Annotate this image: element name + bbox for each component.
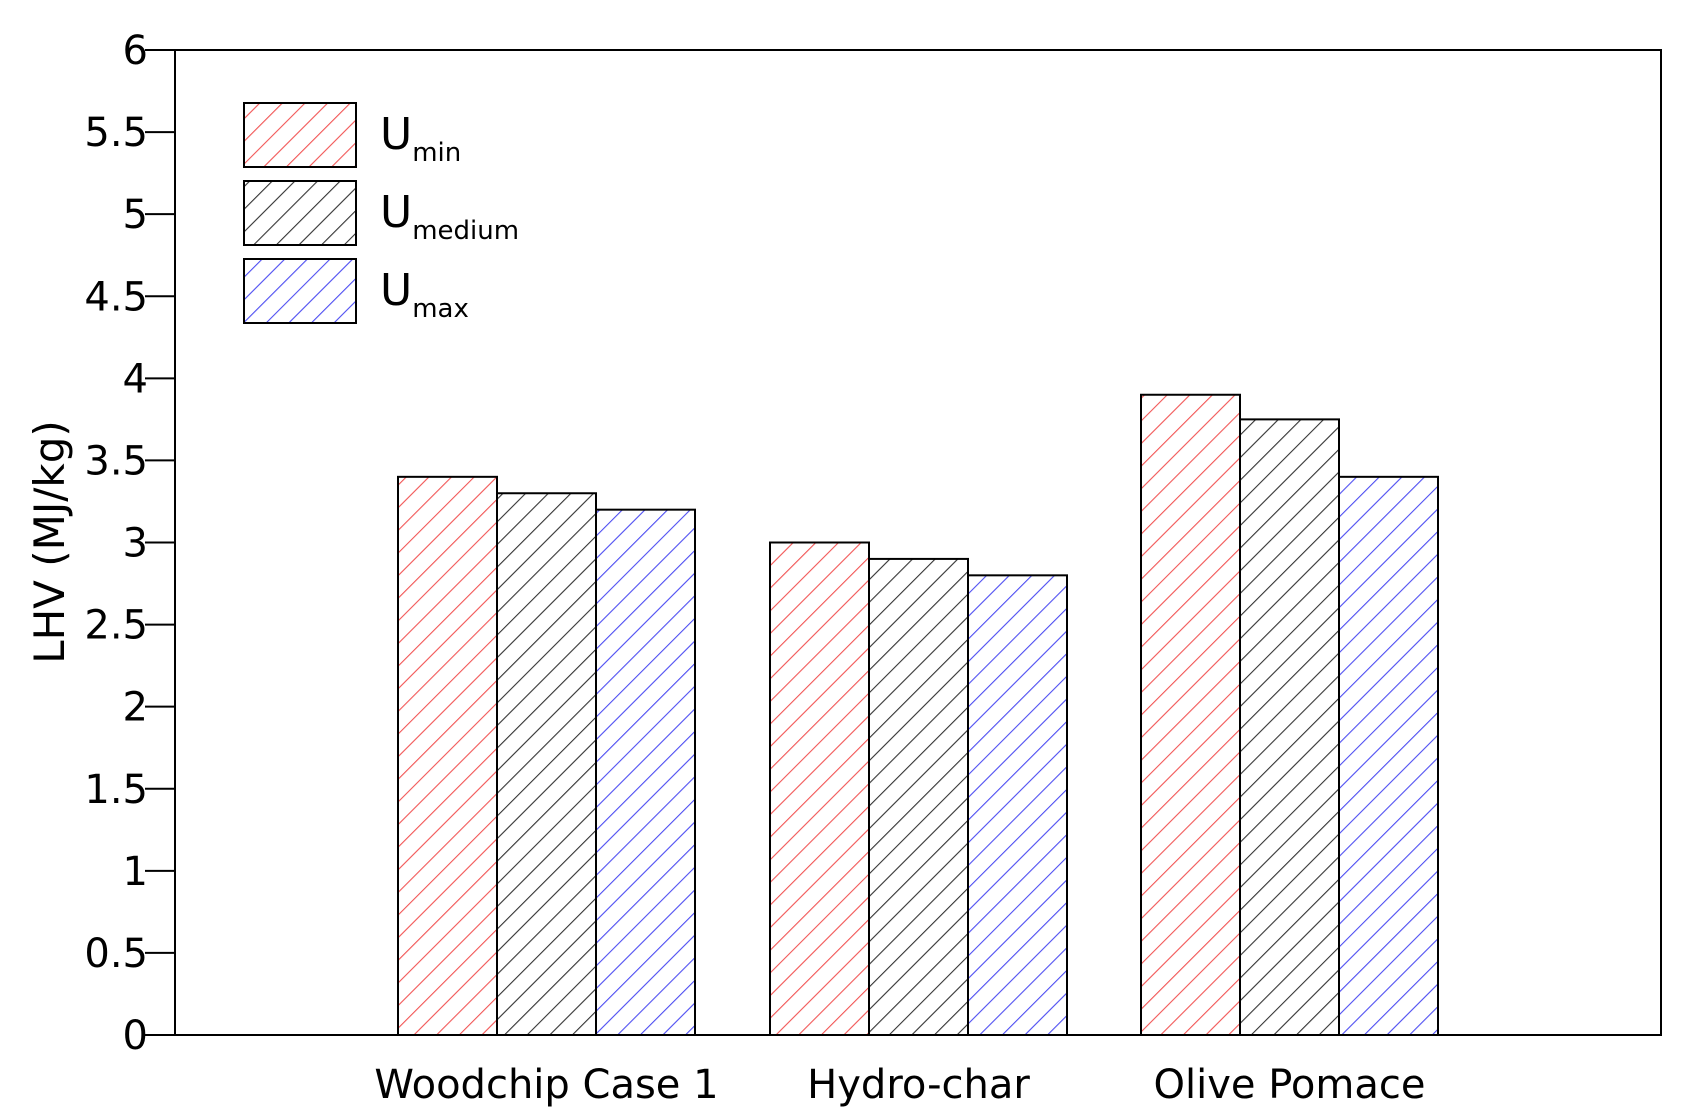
legend-label-medium: Umedium [380,187,519,246]
x-tick-label: Woodchip Case 1 [374,1062,718,1108]
bar-hydro-char-medium [868,557,969,1037]
legend-swatch-max [243,258,357,324]
y-tick-label: 5 [123,192,148,238]
bar-olive-pomace-max [1338,475,1439,1037]
y-tick-label: 1 [123,849,148,895]
y-tick-label: 3.5 [84,438,148,484]
y-tick-label: 1.5 [84,767,148,813]
y-tick-label: 6 [123,28,148,74]
legend: Umin Umedium Umax [243,102,519,324]
bar-hydro-char-max [967,574,1068,1036]
y-axis-title: LHV (MJ/kg) [25,420,74,664]
y-tick-label: 2 [123,685,148,731]
y-tick-label: 4 [123,356,148,402]
y-tick-label: 0 [123,1013,148,1059]
y-tick-label: 2.5 [84,603,148,649]
legend-label-min: Umin [380,109,461,168]
legend-label-max: Umax [380,265,469,324]
y-axis: 0 0.5 1 1.5 2 2.5 3 3.5 4 4.5 5 5.5 6 [84,28,175,1059]
bar-woodchip-case-1-min [397,475,498,1037]
legend-swatch-min [243,102,357,168]
x-axis: Woodchip Case 1 Hydro-char Olive Pomace [374,1062,1425,1108]
legend-swatch-medium [243,180,357,246]
bar-woodchip-case-1-medium [496,492,597,1036]
x-tick-label: Hydro-char [807,1062,1030,1108]
x-tick-label: Olive Pomace [1154,1062,1426,1108]
y-tick-label: 0.5 [84,931,148,977]
bars [397,393,1439,1037]
plot-frame [174,49,1662,1036]
bar-olive-pomace-medium [1239,418,1340,1036]
y-tick-label: 3 [123,521,148,567]
y-tick-label: 5.5 [84,110,148,156]
y-tick-label: 4.5 [84,274,148,320]
bar-hydro-char-min [769,541,870,1036]
bar-woodchip-case-1-max [595,508,696,1036]
bar-olive-pomace-min [1140,393,1241,1036]
